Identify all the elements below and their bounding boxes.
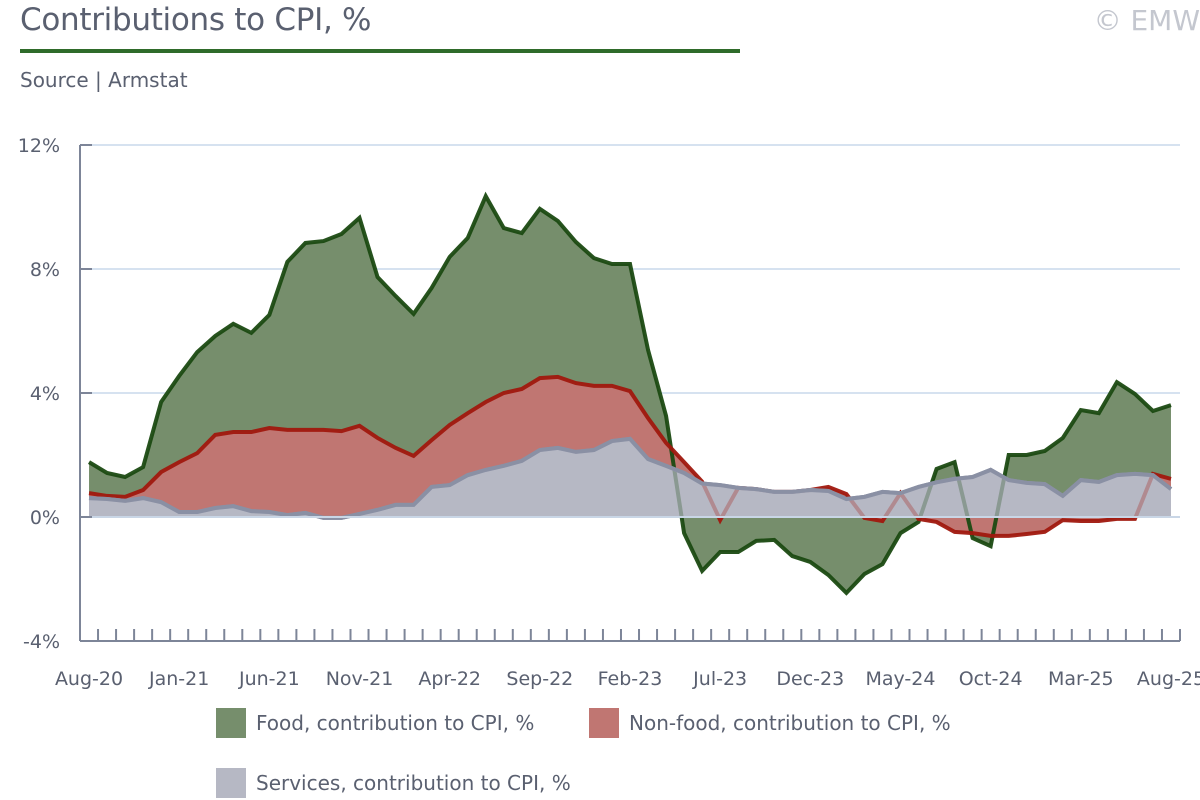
x-tick-label: May-24	[865, 668, 935, 690]
area-services-overlay	[89, 438, 1171, 518]
y-tick-label: 8%	[30, 259, 60, 281]
line-services-top	[88, 436, 1173, 520]
y-tick-label: 4%	[30, 383, 60, 405]
chart-title: Contributions to CPI, %	[20, 2, 372, 38]
legend-swatch-food	[216, 708, 246, 738]
title-underline	[20, 49, 740, 53]
x-tick-label: Sep-22	[506, 668, 573, 690]
x-tick-label: Feb-23	[598, 668, 663, 690]
y-tick-label: 0%	[30, 507, 60, 529]
chart-source: Source | Armstat	[20, 68, 188, 92]
legend-label-food: Food, contribution to CPI, %	[256, 711, 535, 735]
y-tick-labels: -4% 0% 4% 8% 12%	[18, 135, 60, 653]
copyright-watermark: © EMW	[1093, 4, 1200, 37]
x-tick-label: Dec-23	[776, 668, 844, 690]
x-tick-label: Jan-21	[148, 668, 209, 690]
x-tick-label: Jun-21	[238, 668, 300, 690]
legend-label-nonfood: Non-food, contribution to CPI, %	[629, 711, 951, 735]
y-tick-label: -4%	[23, 631, 60, 653]
legend-item-services[interactable]: Services, contribution to CPI, %	[216, 768, 571, 798]
y-tick-label: 12%	[18, 135, 60, 157]
x-tick-label: Nov-21	[326, 668, 394, 690]
legend-swatch-services	[216, 768, 246, 798]
axes	[79, 144, 1181, 642]
x-tick-label: Aug-20	[55, 668, 123, 690]
x-tick-label: Aug-25	[1137, 668, 1200, 690]
x-tick-label: Jul-23	[692, 668, 747, 690]
legend-label-services: Services, contribution to CPI, %	[256, 771, 571, 795]
legend-item-nonfood[interactable]: Non-food, contribution to CPI, %	[589, 708, 951, 738]
legend-swatch-nonfood	[589, 708, 619, 738]
legend-item-food[interactable]: Food, contribution to CPI, %	[216, 708, 534, 738]
series-lines	[80, 191, 1180, 596]
x-tick-label: Oct-24	[959, 668, 1023, 690]
x-tick-label: Apr-22	[418, 668, 481, 690]
x-tick-labels: Aug-20 Jan-21 Jun-21 Nov-21 Apr-22 Sep-22 Feb-…	[55, 668, 1200, 690]
x-tick-label: Mar-25	[1048, 668, 1114, 690]
cpi-contributions-chart: -4% 0% 4% 8% 12% Aug-20 Jan-21 Jun-21 Nov-21 Apr…	[18, 135, 1200, 690]
